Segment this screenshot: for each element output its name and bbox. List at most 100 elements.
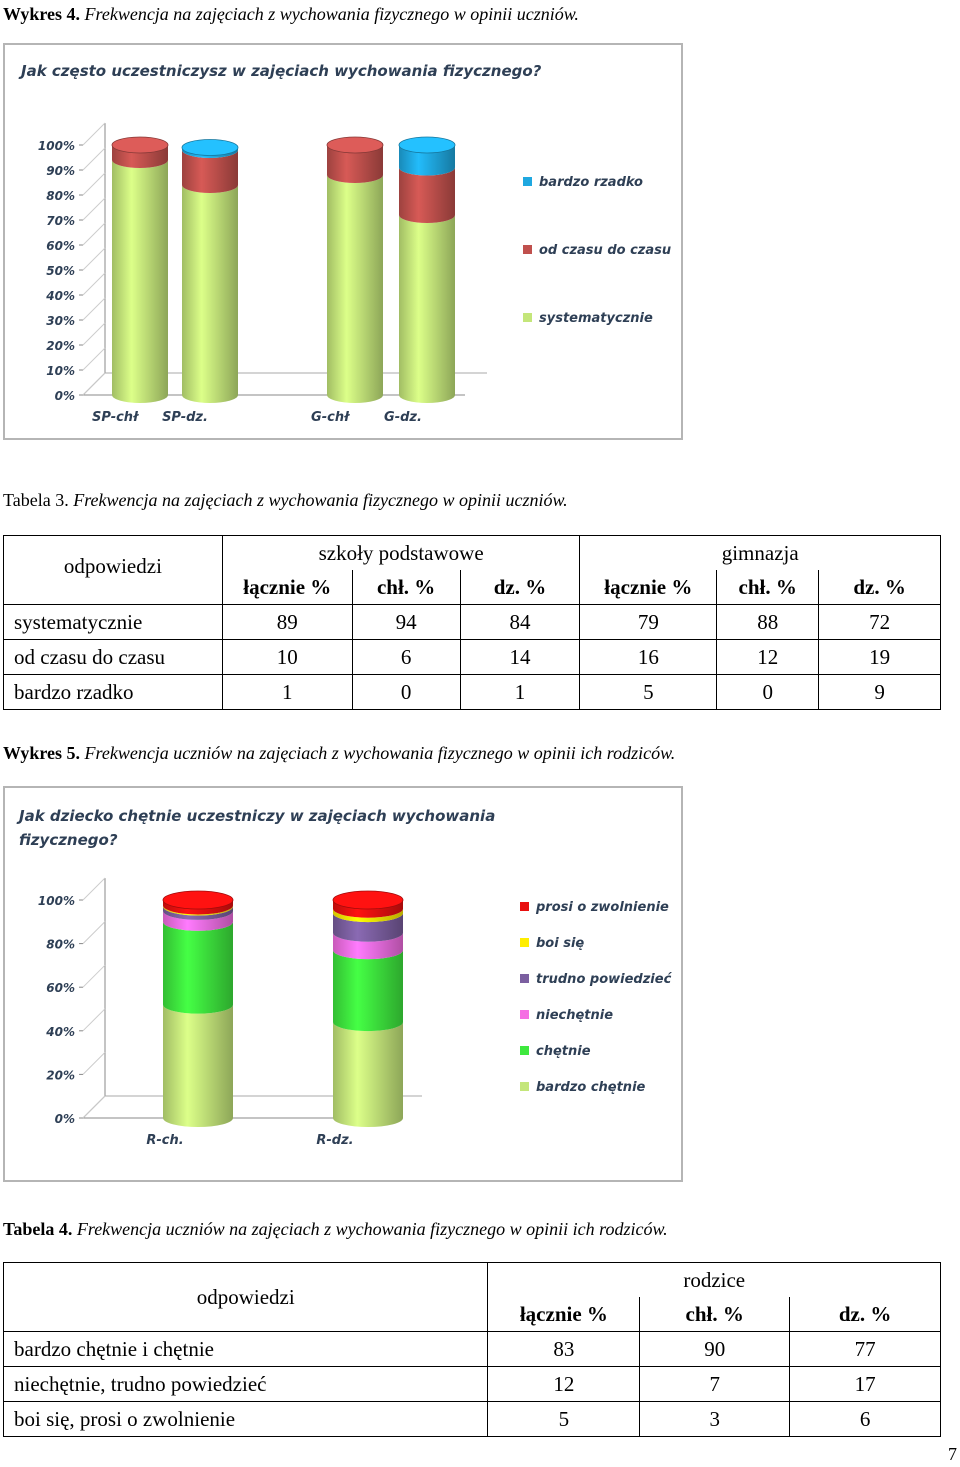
legend-swatch <box>523 313 532 322</box>
y-tick-label: 40% <box>45 289 75 303</box>
legend-swatch <box>520 902 529 911</box>
chart1-plot: 0% 10% 20% 30% 40% 50% 60% 70% 80% 90% 100% SP-chł S… <box>38 122 671 425</box>
table-row-label: systematycznie <box>3 604 223 640</box>
bar-top-cap <box>111 136 169 154</box>
chart2-frame: Jak dziecko chętnie uczestniczy w zajęci… <box>3 786 683 1182</box>
y-tick-diag <box>82 1095 106 1119</box>
bar-segment-bardzo-chętnie <box>333 1022 403 1127</box>
table-row-label: bardzo rzadko <box>3 674 223 710</box>
y-tick-label: 50% <box>46 264 75 278</box>
legend-swatch <box>520 938 529 947</box>
bar-segment-od-czasu-do-czasu <box>399 167 455 223</box>
chart2-plot: 0% 20% 40% 60% 80% 100% R-ch. R-dz. prosi o zwol… <box>38 877 673 1148</box>
bar-top-cap <box>162 890 234 910</box>
chart2-title: Jak dziecko chętnie uczestniczy w zajęci… <box>19 804 495 852</box>
legend-entry: systematycznie <box>539 311 653 326</box>
table1-caption-prefix: Tabela 3. <box>3 490 69 510</box>
chart2-caption: Wykres 5. Frekwencja uczniów na zajęciac… <box>3 743 675 764</box>
legend-swatch <box>523 177 532 186</box>
table2-group: rodzice <box>487 1262 941 1297</box>
y-tick-label: 70% <box>46 214 75 228</box>
table-cell: 90 <box>639 1331 791 1367</box>
table2-sub-boys: chł. % <box>639 1297 791 1332</box>
table1-answer-header: odpowiedzi <box>3 535 223 605</box>
x-tick-label: G-dz. <box>384 410 422 425</box>
bar-segment-systematycznie <box>112 160 168 403</box>
legend-swatch <box>523 245 532 254</box>
table-row-label: od czasu do czasu <box>3 639 223 675</box>
table-cell: 7 <box>639 1366 791 1402</box>
table1-caption: Tabela 3. Frekwencja na zajęciach z wych… <box>3 490 568 511</box>
table-cell: 12 <box>716 639 820 675</box>
y-tick-diag <box>82 921 106 944</box>
bar-segment-prosi-o-zwolnienie <box>163 900 233 915</box>
y-tick-diag <box>82 122 106 146</box>
table1-group-sp: szkoły podstawowe <box>221 535 581 570</box>
table-row: bardzo rzadko 1 0 1 5 0 9 <box>3 674 941 710</box>
y-tick-label: 0% <box>55 389 75 403</box>
y-tick-label: 60% <box>46 981 75 995</box>
bar-segment-od-czasu-do-czasu <box>182 150 238 193</box>
bar-top-cap <box>398 136 456 154</box>
bar-segment-od-czasu-do-czasu <box>327 145 383 183</box>
bar-segment-systematycznie <box>327 175 383 403</box>
bar-segment-bardzo-chętnie <box>163 1004 233 1127</box>
table-cell: 10 <box>221 639 353 675</box>
legend-swatch <box>520 1046 529 1055</box>
table-cell: 0 <box>716 674 820 710</box>
table-cell: 19 <box>818 639 941 675</box>
table-row-label: bardzo chętnie i chętnie <box>2 1331 489 1367</box>
table1-sub-sp-boys: chł. % <box>351 570 461 605</box>
y-tick-label: 30% <box>46 314 75 328</box>
table2-sub-girls: dz. % <box>789 1297 941 1332</box>
legend-entry: bardzo chętnie <box>536 1080 646 1095</box>
chart2-caption-prefix: Wykres 5. <box>3 743 81 763</box>
table-cell: 94 <box>351 604 461 640</box>
table-cell: 9 <box>818 674 941 710</box>
y-tick-label: 0% <box>55 1112 75 1126</box>
table-cell: 1 <box>459 674 581 710</box>
table2-sub-total: łącznie % <box>487 1297 641 1332</box>
table-cell: 16 <box>579 639 718 675</box>
bar-segment-bardzo-rzadko <box>182 147 239 158</box>
table-cell: 17 <box>789 1366 941 1402</box>
y-tick-diag <box>82 347 106 371</box>
chart2-caption-text: Frekwencja uczniów na zajęciach z wychow… <box>84 743 676 763</box>
bar-segment-niechętnie <box>333 932 403 960</box>
table-cell: 5 <box>579 674 718 710</box>
table2-caption: Tabela 4. Frekwencja uczniów na zajęciac… <box>3 1219 668 1240</box>
y-tick-label: 40% <box>45 1025 75 1039</box>
table-row: od czasu do czasu 10 6 14 16 12 19 <box>3 639 941 675</box>
bar-segment-prosi-o-zwolnienie <box>333 900 403 918</box>
y-tick-diag <box>82 372 106 396</box>
table1-sub-sp-total: łącznie % <box>221 570 353 605</box>
x-tick-label: SP-chł <box>92 410 139 425</box>
y-tick-diag <box>82 322 106 346</box>
x-tick-label: R-ch. <box>146 1133 183 1148</box>
table-cell: 83 <box>487 1331 641 1367</box>
table-cell: 89 <box>221 604 353 640</box>
legend-entry: trudno powiedzieć <box>536 972 673 987</box>
chart1-title: Jak często uczestniczysz w zajęciach wyc… <box>21 62 542 80</box>
y-tick-label: 100% <box>38 894 75 908</box>
table1-caption-text: Frekwencja na zajęciach z wychowania fiz… <box>73 490 568 510</box>
y-tick-label: 10% <box>46 364 75 378</box>
chart2-title-line2: fizycznego? <box>19 831 118 849</box>
bar-segment-boi-się <box>333 908 403 923</box>
table1-sub-g-boys: chł. % <box>716 570 820 605</box>
chart1-caption-text: Frekwencja na zajęciach z wychowania fiz… <box>84 4 579 24</box>
table1-group-g: gimnazja <box>579 535 941 570</box>
table-cell: 14 <box>459 639 581 675</box>
bar-segment-chętnie <box>333 950 403 1032</box>
table-cell: 88 <box>716 604 820 640</box>
table2-caption-prefix: Tabela 4. <box>3 1219 73 1239</box>
y-tick-diag <box>82 1008 106 1032</box>
y-tick-diag <box>82 197 106 221</box>
y-tick-label: 20% <box>46 339 75 353</box>
page-number: 7 <box>948 1444 957 1464</box>
bar-segment-trudno-powiedzieć <box>163 906 233 920</box>
x-tick-label: G-chł <box>311 410 350 425</box>
table-cell: 5 <box>487 1401 641 1437</box>
table-cell: 0 <box>351 674 461 710</box>
table-row-label: boi się, prosi o zwolnienie <box>2 1401 489 1437</box>
